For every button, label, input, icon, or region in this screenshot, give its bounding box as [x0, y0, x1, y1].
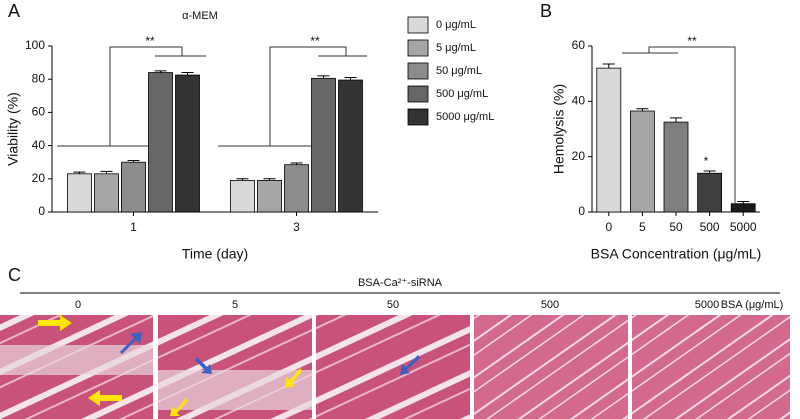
x-axis-label: Time (day) [182, 246, 248, 262]
y-tick-label: 20 [32, 171, 46, 185]
error-bar [154, 70, 167, 73]
legend-label: 0 μg/mL [436, 19, 476, 31]
y-tick-label: 20 [572, 149, 586, 163]
legend-label: 500 μg/mL [436, 88, 488, 100]
micrograph-label: 0 [75, 299, 81, 311]
micrograph-label: 500 [541, 299, 559, 311]
bracket [622, 46, 736, 203]
x-tick-label: 500 [700, 220, 720, 234]
bar [230, 180, 255, 213]
infiltrate [0, 345, 153, 375]
y-tick-label: 0 [38, 204, 45, 218]
micrograph [632, 315, 790, 419]
legend-label: 50 μg/mL [436, 65, 482, 77]
legend-label: 5 μg/mL [436, 42, 476, 54]
error-bar [263, 178, 276, 181]
x-tick-label: 50 [669, 220, 683, 234]
arrow [38, 315, 72, 331]
error-bar [737, 200, 750, 204]
panel-label: A [8, 1, 20, 21]
bar [697, 172, 722, 213]
chart-title: α-MEM [182, 10, 218, 22]
x-tick-label: 0 [605, 220, 612, 234]
x-tick-label: 1 [130, 220, 137, 234]
y-axis-label: Hemolysis (%) [551, 84, 567, 174]
bar [338, 79, 363, 213]
error-bar [127, 160, 140, 163]
bar [284, 164, 309, 213]
legend-swatch [407, 62, 429, 80]
arrow [88, 390, 122, 406]
error-bar [236, 178, 249, 181]
arrow [170, 398, 188, 416]
significance: ** [310, 34, 320, 48]
y-tick-label: 100 [25, 38, 45, 52]
legend-swatch [407, 85, 429, 103]
error-bar [344, 77, 357, 81]
legend-swatch [407, 16, 429, 34]
arrow [195, 357, 212, 374]
y-tick-label: 60 [32, 105, 46, 119]
micrograph [316, 315, 470, 419]
error-bar [73, 171, 86, 174]
bar [311, 77, 336, 213]
y-tick-label: 40 [572, 94, 586, 108]
legend-label: 5000 μg/mL [436, 111, 494, 123]
micrograph-label: 5 [232, 299, 238, 311]
micrograph-label: 5000 [695, 299, 719, 311]
y-tick-label: 0 [578, 204, 585, 218]
micrographs [0, 315, 790, 419]
x-tick-label: 3 [293, 220, 300, 234]
significance: ** [687, 34, 697, 48]
bar [730, 203, 756, 213]
unit-label: BSA (μg/mL) [721, 299, 784, 311]
error-bar [636, 108, 649, 112]
panel-label: B [540, 1, 552, 21]
micrograph [474, 315, 628, 419]
legend-swatch [407, 108, 429, 126]
error-bar [602, 63, 615, 69]
legend-swatch [407, 39, 429, 57]
panel-c-header: BSA-Ca²⁺-siRNA [358, 277, 443, 289]
bracket [218, 46, 367, 147]
bar [67, 173, 92, 213]
error-bar [290, 162, 303, 165]
bar [148, 72, 173, 213]
bar [121, 161, 146, 213]
significance: * [704, 154, 709, 168]
error-bar [703, 170, 716, 174]
error-bar [181, 72, 194, 76]
arrow [400, 355, 420, 375]
bar [663, 121, 689, 213]
x-axis-label: BSA Concentration (μg/mL) [591, 246, 762, 262]
arrow [285, 368, 302, 388]
bracket [57, 46, 206, 147]
significance: ** [145, 34, 155, 48]
y-tick-label: 60 [572, 38, 586, 52]
x-tick-label: 5 [639, 220, 646, 234]
x-tick-label: 5000 [730, 220, 757, 234]
bar [630, 110, 655, 213]
y-tick-label: 80 [32, 71, 46, 85]
error-bar [317, 75, 330, 79]
panel-label: C [8, 265, 21, 285]
micrograph-label: 50 [387, 299, 399, 311]
bar [94, 173, 119, 213]
bar [257, 180, 282, 213]
error-bar [100, 170, 113, 174]
y-tick-label: 40 [32, 138, 46, 152]
y-axis-label: Viability (%) [5, 92, 21, 166]
bar [175, 74, 200, 213]
arrow [120, 332, 142, 354]
bar [596, 67, 622, 213]
error-bar [670, 117, 682, 123]
